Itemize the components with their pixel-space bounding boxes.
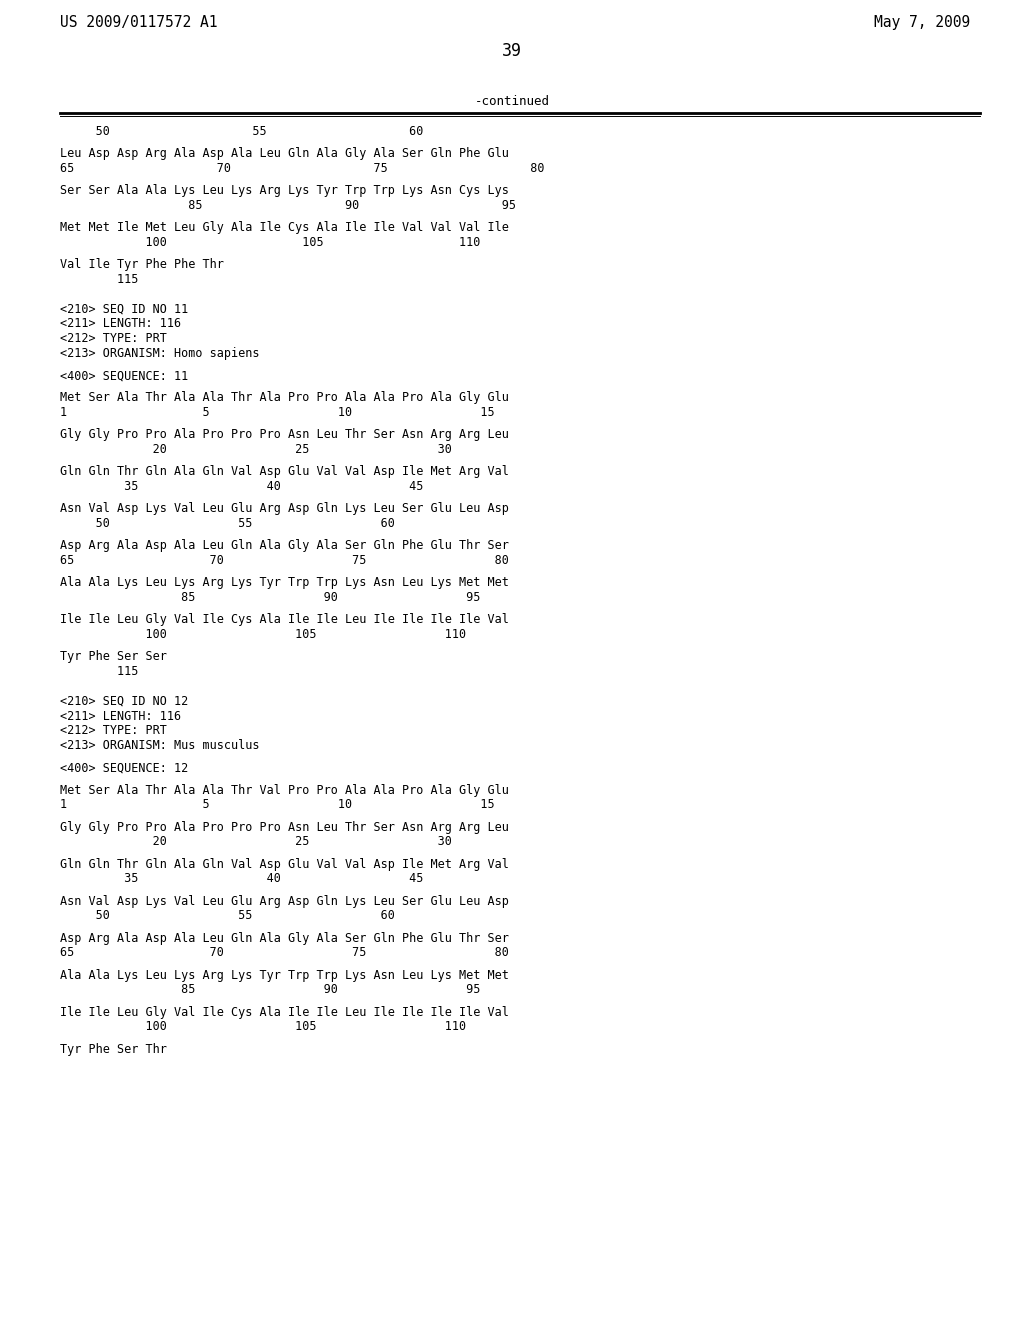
Text: Ile Ile Leu Gly Val Ile Cys Ala Ile Ile Leu Ile Ile Ile Ile Val: Ile Ile Leu Gly Val Ile Cys Ala Ile Ile …	[60, 1006, 509, 1019]
Text: May 7, 2009: May 7, 2009	[873, 15, 970, 30]
Text: <400> SEQUENCE: 12: <400> SEQUENCE: 12	[60, 762, 188, 775]
Text: Gly Gly Pro Pro Ala Pro Pro Pro Asn Leu Thr Ser Asn Arg Arg Leu: Gly Gly Pro Pro Ala Pro Pro Pro Asn Leu …	[60, 821, 509, 834]
Text: 50                  55                  60: 50 55 60	[60, 517, 395, 531]
Text: Leu Asp Asp Arg Ala Asp Ala Leu Gln Ala Gly Ala Ser Gln Phe Glu: Leu Asp Asp Arg Ala Asp Ala Leu Gln Ala …	[60, 148, 509, 160]
Text: <211> LENGTH: 116: <211> LENGTH: 116	[60, 317, 181, 330]
Text: 115: 115	[60, 273, 138, 286]
Text: Val Ile Tyr Phe Phe Thr: Val Ile Tyr Phe Phe Thr	[60, 259, 224, 271]
Text: <211> LENGTH: 116: <211> LENGTH: 116	[60, 710, 181, 722]
Text: Gln Gln Thr Gln Ala Gln Val Asp Glu Val Val Asp Ile Met Arg Val: Gln Gln Thr Gln Ala Gln Val Asp Glu Val …	[60, 466, 509, 478]
Text: Asp Arg Ala Asp Ala Leu Gln Ala Gly Ala Ser Gln Phe Glu Thr Ser: Asp Arg Ala Asp Ala Leu Gln Ala Gly Ala …	[60, 540, 509, 552]
Text: 20                  25                  30: 20 25 30	[60, 836, 452, 849]
Text: 85                    90                    95: 85 90 95	[60, 199, 516, 213]
Text: 35                  40                  45: 35 40 45	[60, 480, 423, 494]
Text: 100                  105                  110: 100 105 110	[60, 1020, 466, 1034]
Text: <212> TYPE: PRT: <212> TYPE: PRT	[60, 333, 167, 346]
Text: Ser Ser Ala Ala Lys Leu Lys Arg Lys Tyr Trp Trp Lys Asn Cys Lys: Ser Ser Ala Ala Lys Leu Lys Arg Lys Tyr …	[60, 185, 509, 197]
Text: Met Met Ile Met Leu Gly Ala Ile Cys Ala Ile Ile Val Val Val Ile: Met Met Ile Met Leu Gly Ala Ile Cys Ala …	[60, 222, 509, 234]
Text: 85                  90                  95: 85 90 95	[60, 983, 480, 997]
Text: <210> SEQ ID NO 11: <210> SEQ ID NO 11	[60, 302, 188, 315]
Text: 1                   5                  10                  15: 1 5 10 15	[60, 407, 495, 420]
Text: Met Ser Ala Thr Ala Ala Thr Val Pro Pro Ala Ala Pro Ala Gly Glu: Met Ser Ala Thr Ala Ala Thr Val Pro Pro …	[60, 784, 509, 796]
Text: 100                   105                   110: 100 105 110	[60, 236, 480, 249]
Text: Ile Ile Leu Gly Val Ile Cys Ala Ile Ile Leu Ile Ile Ile Ile Val: Ile Ile Leu Gly Val Ile Cys Ala Ile Ile …	[60, 614, 509, 627]
Text: 20                  25                  30: 20 25 30	[60, 444, 452, 457]
Text: Ala Ala Lys Leu Lys Arg Lys Tyr Trp Trp Lys Asn Leu Lys Met Met: Ala Ala Lys Leu Lys Arg Lys Tyr Trp Trp …	[60, 969, 509, 982]
Text: Gly Gly Pro Pro Ala Pro Pro Pro Asn Leu Thr Ser Asn Arg Arg Leu: Gly Gly Pro Pro Ala Pro Pro Pro Asn Leu …	[60, 429, 509, 441]
Text: 39: 39	[502, 42, 522, 59]
Text: Asp Arg Ala Asp Ala Leu Gln Ala Gly Ala Ser Gln Phe Glu Thr Ser: Asp Arg Ala Asp Ala Leu Gln Ala Gly Ala …	[60, 932, 509, 945]
Text: Met Ser Ala Thr Ala Ala Thr Ala Pro Pro Ala Ala Pro Ala Gly Glu: Met Ser Ala Thr Ala Ala Thr Ala Pro Pro …	[60, 392, 509, 404]
Text: 35                  40                  45: 35 40 45	[60, 873, 423, 886]
Text: 85                  90                  95: 85 90 95	[60, 591, 480, 605]
Text: US 2009/0117572 A1: US 2009/0117572 A1	[60, 15, 217, 30]
Text: <210> SEQ ID NO 12: <210> SEQ ID NO 12	[60, 694, 188, 708]
Text: Tyr Phe Ser Thr: Tyr Phe Ser Thr	[60, 1043, 167, 1056]
Text: 65                   70                  75                  80: 65 70 75 80	[60, 946, 509, 960]
Text: <400> SEQUENCE: 11: <400> SEQUENCE: 11	[60, 370, 188, 383]
Text: <213> ORGANISM: Mus musculus: <213> ORGANISM: Mus musculus	[60, 739, 259, 752]
Text: 1                   5                  10                  15: 1 5 10 15	[60, 799, 495, 812]
Text: Ala Ala Lys Leu Lys Arg Lys Tyr Trp Trp Lys Asn Leu Lys Met Met: Ala Ala Lys Leu Lys Arg Lys Tyr Trp Trp …	[60, 577, 509, 590]
Text: 115: 115	[60, 665, 138, 678]
Text: Asn Val Asp Lys Val Leu Glu Arg Asp Gln Lys Leu Ser Glu Leu Asp: Asn Val Asp Lys Val Leu Glu Arg Asp Gln …	[60, 503, 509, 515]
Text: <212> TYPE: PRT: <212> TYPE: PRT	[60, 725, 167, 738]
Text: Gln Gln Thr Gln Ala Gln Val Asp Glu Val Val Asp Ile Met Arg Val: Gln Gln Thr Gln Ala Gln Val Asp Glu Val …	[60, 858, 509, 871]
Text: 50                    55                    60: 50 55 60	[60, 125, 423, 139]
Text: 100                  105                  110: 100 105 110	[60, 628, 466, 642]
Text: <213> ORGANISM: Homo sapiens: <213> ORGANISM: Homo sapiens	[60, 347, 259, 360]
Text: Asn Val Asp Lys Val Leu Glu Arg Asp Gln Lys Leu Ser Glu Leu Asp: Asn Val Asp Lys Val Leu Glu Arg Asp Gln …	[60, 895, 509, 908]
Text: 65                    70                    75                    80: 65 70 75 80	[60, 162, 545, 176]
Text: -continued: -continued	[474, 95, 550, 108]
Text: 50                  55                  60: 50 55 60	[60, 909, 395, 923]
Text: 65                   70                  75                  80: 65 70 75 80	[60, 554, 509, 568]
Text: Tyr Phe Ser Ser: Tyr Phe Ser Ser	[60, 651, 167, 664]
